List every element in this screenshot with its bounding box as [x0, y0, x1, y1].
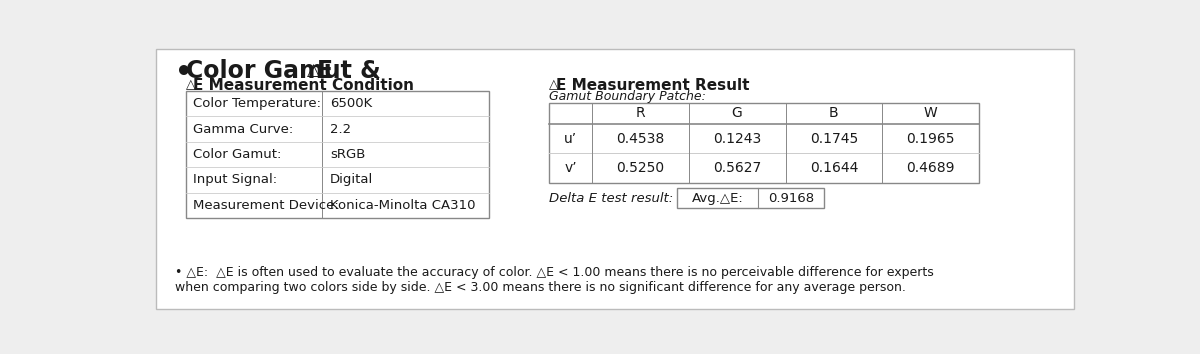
Text: Input Signal:: Input Signal:: [193, 173, 277, 187]
Text: 0.1644: 0.1644: [810, 161, 858, 175]
Text: Delta E test result:: Delta E test result:: [550, 192, 673, 205]
Text: 0.9168: 0.9168: [768, 192, 815, 205]
Text: 0.1965: 0.1965: [906, 132, 955, 146]
Text: Color Temperature:: Color Temperature:: [193, 97, 320, 110]
Text: sRGB: sRGB: [330, 148, 365, 161]
Text: △: △: [186, 78, 196, 91]
Text: u’: u’: [564, 132, 577, 146]
Text: G: G: [732, 106, 743, 120]
Text: Color Gamut &: Color Gamut &: [186, 59, 390, 84]
Text: 0.4689: 0.4689: [906, 161, 955, 175]
Text: v’: v’: [564, 161, 577, 175]
Text: Avg.△E:: Avg.△E:: [692, 192, 744, 205]
Text: when comparing two colors side by side. △E < 3.00 means there is no significant : when comparing two colors side by side. …: [175, 281, 906, 294]
Bar: [677, 188, 824, 208]
Text: △: △: [550, 78, 559, 91]
Text: E Measurement Result: E Measurement Result: [556, 78, 750, 93]
Text: W: W: [924, 106, 937, 120]
Text: • △E:  △E is often used to evaluate the accuracy of color. △E < 1.00 means there: • △E: △E is often used to evaluate the a…: [175, 266, 934, 279]
Bar: [186, 91, 488, 218]
Text: Gamma Curve:: Gamma Curve:: [193, 122, 293, 136]
Text: •: •: [175, 59, 192, 87]
Text: B: B: [829, 106, 839, 120]
Text: Digital: Digital: [330, 173, 373, 187]
Text: △: △: [306, 61, 319, 79]
Text: 2.2: 2.2: [330, 122, 350, 136]
Text: E Measurement Condition: E Measurement Condition: [193, 78, 414, 93]
Text: Color Gamut:: Color Gamut:: [193, 148, 281, 161]
Text: 0.1243: 0.1243: [713, 132, 761, 146]
Text: 0.5250: 0.5250: [616, 161, 665, 175]
Text: R: R: [635, 106, 646, 120]
Text: E: E: [317, 59, 332, 84]
Text: Measurement Device:: Measurement Device:: [193, 199, 338, 212]
Bar: [550, 103, 979, 183]
Text: Konica-Minolta CA310: Konica-Minolta CA310: [330, 199, 475, 212]
Text: Gamut Boundary Patche:: Gamut Boundary Patche:: [550, 90, 706, 103]
Text: 0.4538: 0.4538: [616, 132, 665, 146]
Text: 0.1745: 0.1745: [810, 132, 858, 146]
Text: 6500K: 6500K: [330, 97, 372, 110]
Text: 0.5627: 0.5627: [713, 161, 761, 175]
